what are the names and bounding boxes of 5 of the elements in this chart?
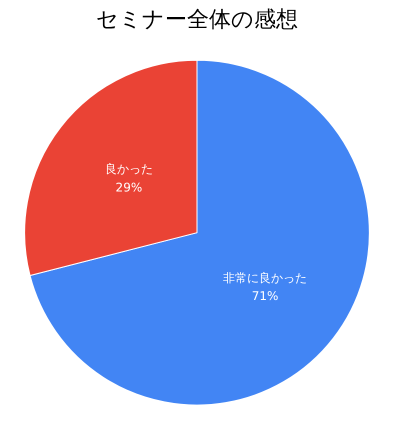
slice-label: 非常に良かった (223, 270, 308, 285)
slice-label: 良かった (104, 162, 153, 176)
chart-title: セミナー全体の感想 (96, 8, 298, 32)
data-label: 71% (252, 289, 278, 304)
data-label: 29% (116, 180, 142, 194)
